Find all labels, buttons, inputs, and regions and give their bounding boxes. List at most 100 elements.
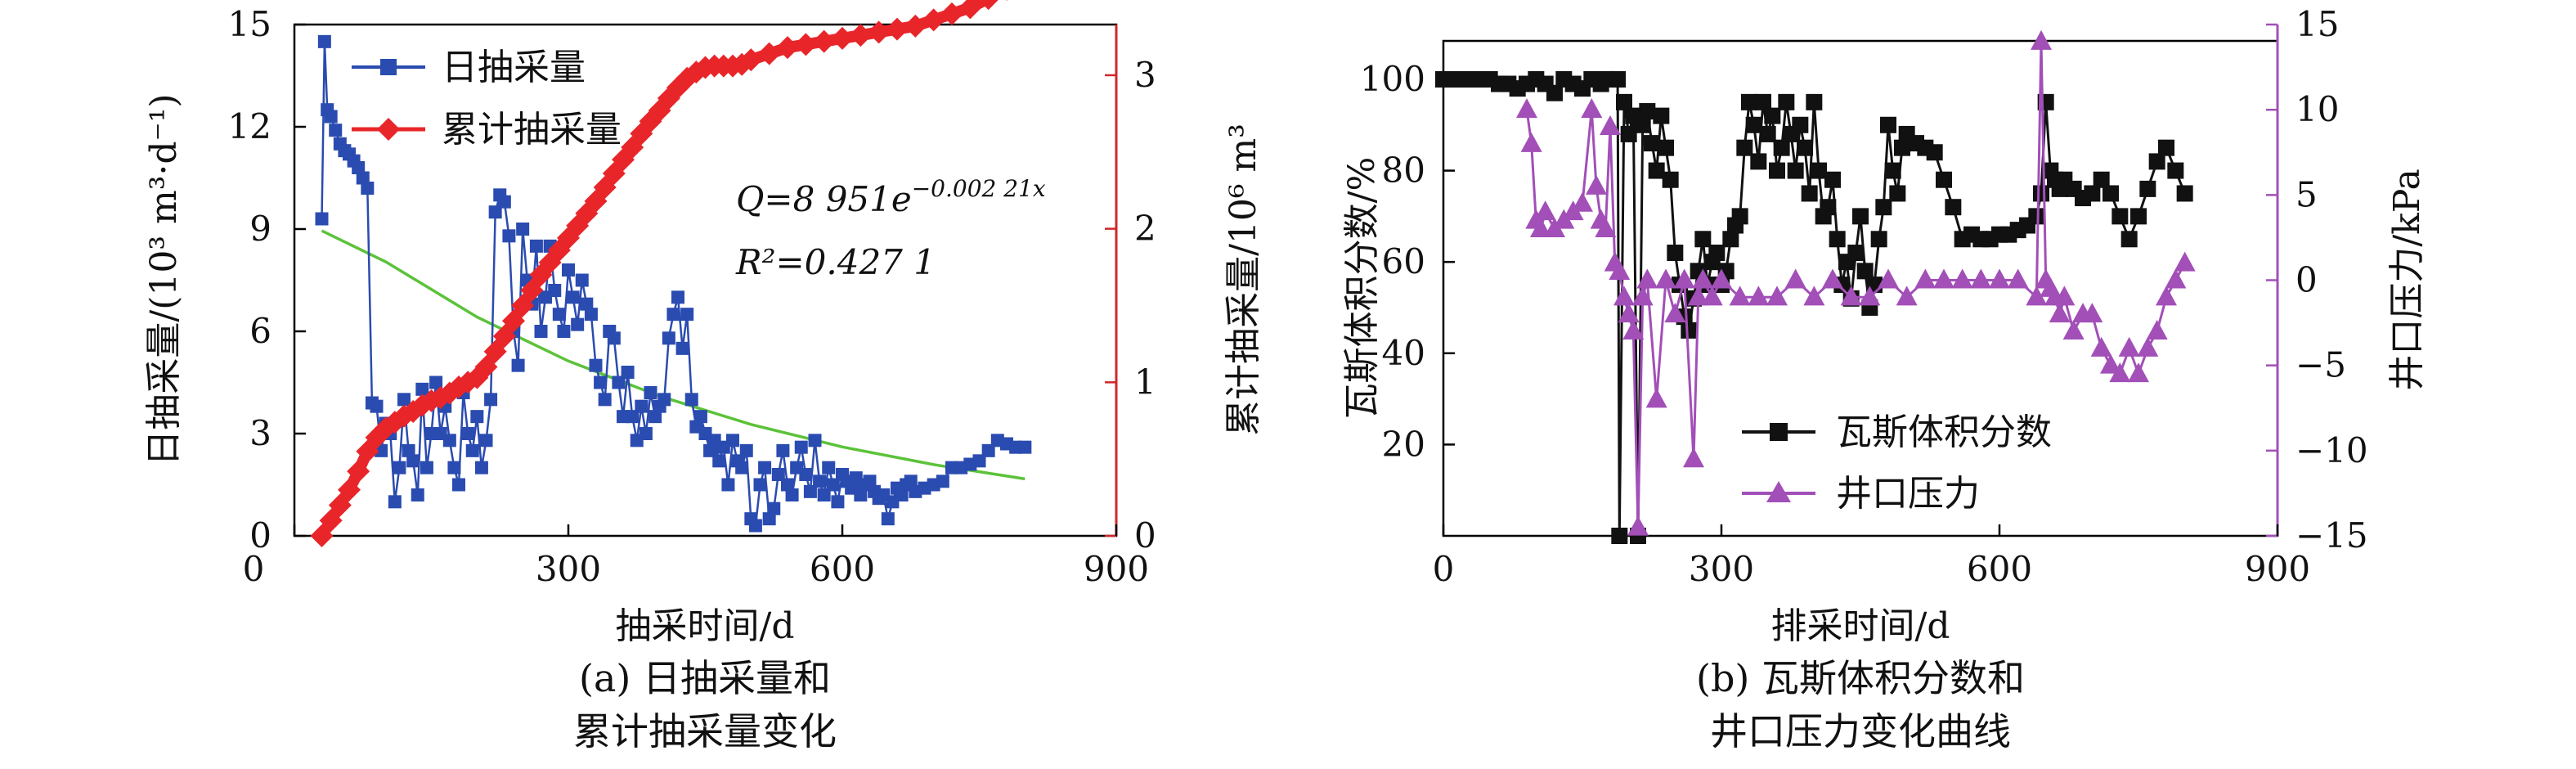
daily-point bbox=[635, 399, 648, 413]
gas-point bbox=[2103, 185, 2119, 202]
panel-a-cumulative-series bbox=[310, 0, 1008, 547]
daily-point bbox=[803, 484, 817, 498]
gas-point bbox=[2084, 185, 2101, 202]
pressure-point bbox=[1692, 268, 1714, 289]
gas-point bbox=[1945, 199, 1962, 216]
legend-gas-label: 瓦斯体积分数 bbox=[1836, 411, 2052, 453]
daily-point bbox=[474, 461, 488, 474]
cumulative-point bbox=[886, 17, 909, 41]
daily-point bbox=[488, 205, 502, 219]
daily-point bbox=[693, 410, 707, 424]
daily-point bbox=[881, 512, 895, 526]
gas-point bbox=[2158, 139, 2174, 156]
pressure-point bbox=[2049, 303, 2071, 323]
gas-point bbox=[1662, 171, 1679, 188]
pressure-point bbox=[1631, 286, 1654, 306]
daily-point bbox=[748, 519, 762, 533]
pressure-point bbox=[2081, 303, 2103, 323]
daily-point bbox=[808, 434, 822, 447]
gas-point bbox=[1708, 245, 1726, 262]
daily-point bbox=[429, 376, 443, 389]
daily-point bbox=[406, 454, 420, 468]
pressure-point bbox=[2137, 336, 2159, 357]
gas-point bbox=[1769, 162, 1785, 179]
daily-point bbox=[465, 443, 479, 457]
legend-cumulative-label: 累计抽采量 bbox=[442, 109, 622, 151]
daily-point bbox=[776, 443, 790, 457]
pressure-point bbox=[1622, 320, 1645, 340]
daily-point bbox=[626, 410, 640, 424]
gas-point bbox=[1787, 162, 1804, 179]
cumulative-point bbox=[958, 0, 982, 20]
panel-a-right-ticks: 0 1 2 3 bbox=[1105, 55, 1156, 555]
pressure-point bbox=[1766, 286, 1788, 306]
daily-point bbox=[762, 512, 776, 526]
daily-point bbox=[584, 308, 598, 322]
panel-b-legend: 瓦斯体积分数 井口压力 bbox=[1742, 411, 2052, 515]
a-x-tick-label: 300 bbox=[536, 549, 601, 589]
pressure-point bbox=[2118, 336, 2140, 357]
gas-point bbox=[1745, 116, 1762, 133]
a-x-tick-label: 0 bbox=[243, 549, 265, 589]
pressure-point bbox=[1655, 268, 1676, 289]
daily-line bbox=[321, 41, 1025, 529]
daily-point bbox=[411, 488, 424, 501]
b-x-tick-label: 0 bbox=[1433, 549, 1455, 589]
daily-point bbox=[936, 474, 949, 488]
gas-point bbox=[1778, 93, 1795, 110]
gas-point bbox=[1755, 93, 1771, 110]
gas-point bbox=[1616, 93, 1632, 110]
panel-b-right-ticks: −15 −10 −5 0 5 10 15 bbox=[2266, 4, 2368, 555]
panel-b-x-ticks: 0 300 600 900 bbox=[1433, 524, 2310, 589]
daily-point bbox=[497, 195, 511, 209]
gas-point bbox=[1856, 263, 1874, 280]
pressure-point bbox=[2026, 286, 2048, 306]
pressure-point bbox=[1933, 268, 1954, 289]
pressure-point bbox=[2174, 251, 2196, 272]
panel-b-caption-line1: (b) 瓦斯体积分数和 bbox=[1696, 656, 2025, 700]
daily-point bbox=[607, 331, 621, 345]
gas-point bbox=[1811, 162, 1827, 179]
daily-point bbox=[739, 443, 753, 457]
panel-b: 20 40 60 80 100 −15 −10 −5 0 5 10 15 0 300 600 900 瓦斯… bbox=[1341, 4, 2428, 753]
pressure-point bbox=[1878, 268, 1899, 289]
b-x-tick-label: 300 bbox=[1689, 549, 1754, 589]
daily-point bbox=[799, 468, 813, 481]
pressure-point bbox=[1516, 98, 1537, 119]
daily-point bbox=[831, 495, 845, 509]
gas-point bbox=[1731, 208, 1748, 225]
gas-point bbox=[1820, 199, 1837, 216]
panel-a-legend: 日抽采量 累计抽采量 bbox=[352, 47, 622, 151]
daily-point bbox=[904, 474, 918, 488]
gas-point bbox=[1634, 116, 1651, 133]
daily-point bbox=[675, 341, 689, 355]
daily-point bbox=[721, 478, 735, 492]
daily-point bbox=[817, 488, 831, 501]
gas-point bbox=[1658, 139, 1674, 156]
daily-point bbox=[854, 488, 868, 501]
gas-point bbox=[1773, 139, 1790, 156]
daily-point bbox=[484, 393, 498, 407]
pressure-point bbox=[1673, 268, 1695, 289]
daily-point bbox=[361, 182, 375, 195]
daily-point bbox=[794, 440, 808, 454]
cumulative-point bbox=[739, 48, 763, 72]
gas-point bbox=[1875, 199, 1892, 216]
daily-point bbox=[785, 488, 799, 501]
pressure-point bbox=[1951, 268, 1973, 289]
cumulative-point bbox=[584, 189, 608, 213]
gas-point bbox=[1722, 231, 1739, 248]
gas-point bbox=[1611, 528, 1628, 544]
pressure-point bbox=[1664, 303, 1686, 323]
gas-point bbox=[2028, 208, 2045, 225]
daily-point bbox=[397, 393, 411, 407]
cumulative-point bbox=[593, 175, 617, 199]
a-right-tick-label: 3 bbox=[1134, 55, 1156, 95]
pressure-point bbox=[1572, 191, 1593, 212]
panel-a-x-ticks: 0 300 600 900 bbox=[243, 524, 1149, 589]
gas-point bbox=[1870, 231, 1887, 248]
cumulative-point bbox=[474, 355, 498, 379]
cumulative-point bbox=[602, 162, 626, 186]
cumulative-point bbox=[338, 478, 361, 501]
